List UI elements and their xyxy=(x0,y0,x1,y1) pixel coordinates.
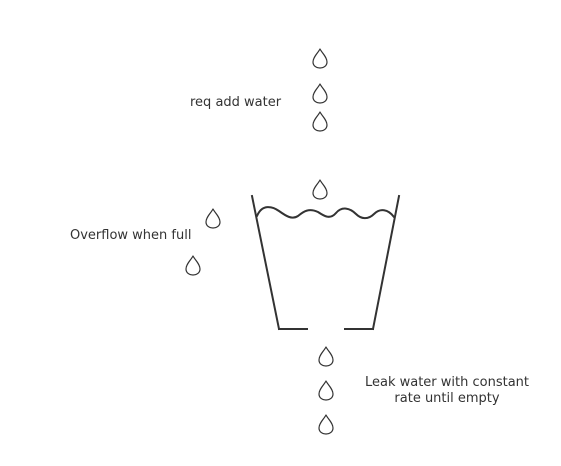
overflow-label: Overflow when full xyxy=(70,228,192,243)
water-drop-icon xyxy=(312,111,328,132)
incoming-drops xyxy=(312,48,328,200)
water-drop-icon xyxy=(318,380,334,401)
water-drop-icon xyxy=(205,208,221,229)
water-drop-icon xyxy=(318,346,334,367)
leak-label-line-1: Leak water with constant xyxy=(364,375,530,390)
leak-label-line-2: rate until empty xyxy=(394,391,500,406)
leak-drops xyxy=(318,346,334,435)
water-drop-icon xyxy=(312,179,328,200)
bucket-icon xyxy=(250,194,401,331)
add-water-label: req add water xyxy=(190,95,282,110)
water-drop-icon xyxy=(312,48,328,69)
water-surface-wave xyxy=(256,206,395,220)
water-drop-icon xyxy=(318,414,334,435)
leak-label: Leak water with constant rate until empt… xyxy=(356,375,538,407)
water-drop-icon xyxy=(185,255,201,276)
water-drop-icon xyxy=(312,83,328,104)
bucket-left-wall xyxy=(250,194,281,331)
bucket-right-wall xyxy=(371,194,401,331)
